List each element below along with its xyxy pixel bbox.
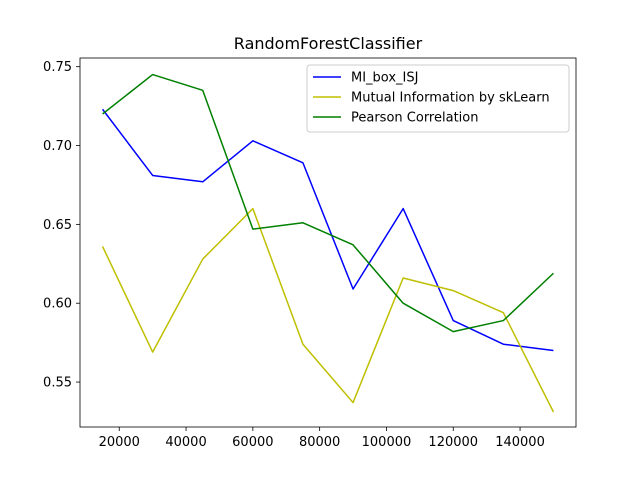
legend: MI_box_ISJ Mutual Information by skLearn P… (306, 64, 570, 133)
y-tick-label: 0.65 (43, 218, 72, 233)
legend-box (306, 64, 570, 133)
x-tick-label: 20000 (99, 435, 140, 450)
y-tick-label: 0.55 (43, 376, 72, 391)
x-tick-label: 80000 (299, 435, 340, 450)
y-axis: 0.55 0.60 0.65 0.70 0.75 (43, 60, 80, 391)
x-tick-label: 140000 (495, 435, 545, 450)
x-tick-label: 100000 (362, 435, 412, 450)
x-tick-label: 40000 (165, 435, 206, 450)
x-axis: 20000 40000 60000 80000 100000 120000 140000 (99, 427, 545, 450)
legend-label: MI_box_ISJ (351, 71, 418, 86)
series-line-3 (102, 73, 554, 333)
legend-label: Pearson Correlation (351, 111, 478, 126)
series-line-2 (101, 207, 555, 413)
y-tick-label: 0.75 (43, 60, 72, 75)
series-line-1 (101, 108, 554, 352)
x-tick-label: 60000 (232, 435, 273, 450)
y-tick-label: 0.60 (43, 297, 72, 312)
plot-area (101, 73, 555, 413)
legend-label: Mutual Information by skLearn (351, 91, 550, 106)
axes-frame (79, 57, 577, 428)
chart-title: RandomForestClassifier (234, 34, 423, 53)
axes-border (79, 57, 577, 428)
x-tick-label: 120000 (428, 435, 478, 450)
y-tick-label: 0.70 (43, 139, 72, 154)
